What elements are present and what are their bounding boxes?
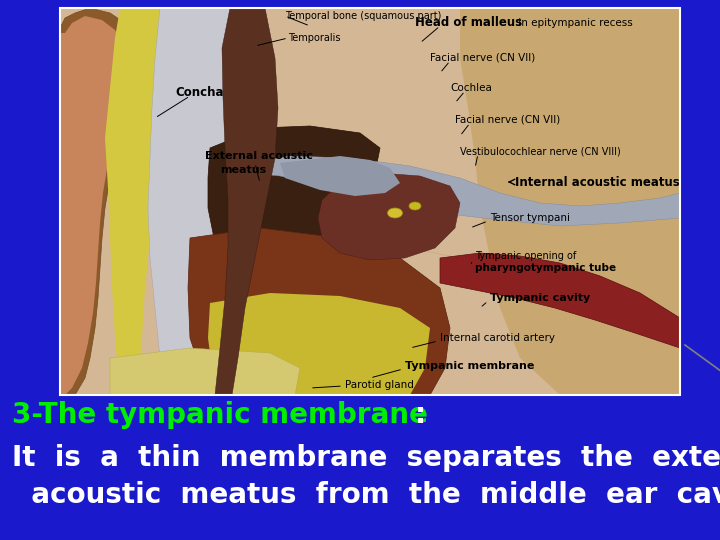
Text: Temporalis: Temporalis [288, 33, 341, 43]
Polygon shape [105, 8, 190, 395]
Text: It  is  a  thin  membrane  separates  the  external: It is a thin membrane separates the exte… [12, 444, 720, 472]
Polygon shape [110, 348, 300, 395]
Ellipse shape [409, 202, 421, 210]
Polygon shape [60, 16, 126, 395]
Text: 3-The tympanic membrane: 3-The tympanic membrane [12, 401, 428, 429]
Text: External acoustic: External acoustic [205, 151, 313, 161]
Polygon shape [260, 8, 680, 258]
Polygon shape [440, 253, 680, 348]
Text: Temporal bone (squamous part): Temporal bone (squamous part) [285, 11, 441, 21]
Polygon shape [318, 173, 460, 260]
Text: Tympanic cavity: Tympanic cavity [490, 293, 590, 303]
Text: acoustic  meatus  from  the  middle  ear  cavity.: acoustic meatus from the middle ear cavi… [12, 481, 720, 509]
Text: Tympanic membrane: Tympanic membrane [405, 361, 534, 371]
Text: Cochlea: Cochlea [450, 83, 492, 93]
Polygon shape [208, 293, 430, 395]
Polygon shape [188, 228, 450, 395]
Text: Parotid gland: Parotid gland [345, 380, 414, 390]
Text: Head of malleus: Head of malleus [415, 17, 522, 30]
Polygon shape [215, 8, 278, 395]
Polygon shape [148, 8, 250, 395]
Text: Tensor tympani: Tensor tympani [490, 213, 570, 223]
Ellipse shape [387, 208, 402, 218]
Text: Internal carotid artery: Internal carotid artery [440, 333, 555, 343]
Text: Facial nerve (CN VII): Facial nerve (CN VII) [430, 53, 535, 63]
Polygon shape [208, 126, 380, 263]
Text: :: : [415, 401, 426, 429]
Polygon shape [460, 8, 680, 395]
Text: Concha: Concha [175, 86, 223, 99]
Bar [60, 8, 680, 395]
Text: Tympanic opening of: Tympanic opening of [475, 251, 576, 261]
Text: Vestibulocochlear nerve (CN VIII): Vestibulocochlear nerve (CN VIII) [460, 146, 621, 156]
Polygon shape [280, 156, 400, 196]
Polygon shape [60, 8, 680, 395]
Text: pharyngotympanic tube: pharyngotympanic tube [475, 263, 616, 273]
Text: Facial nerve (CN VII): Facial nerve (CN VII) [455, 115, 560, 125]
Polygon shape [60, 8, 140, 395]
Text: in epitympanic recess: in epitympanic recess [515, 18, 633, 28]
Text: meatus: meatus [220, 165, 266, 175]
Polygon shape [250, 156, 680, 226]
Bar [60, 8, 680, 395]
Text: Internal acoustic meatus: Internal acoustic meatus [515, 176, 680, 188]
